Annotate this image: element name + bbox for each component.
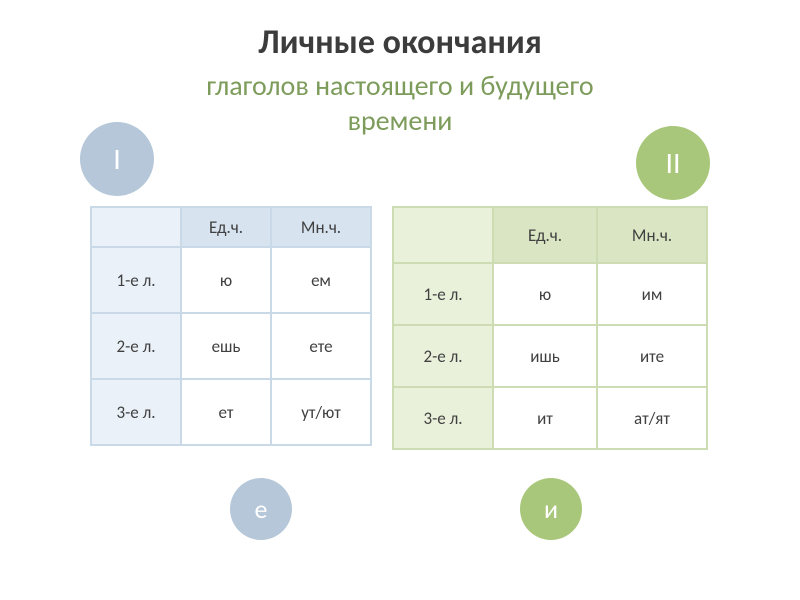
t2-r0c0: 1-е л. (393, 263, 493, 325)
slide-title: Личные окончания (0, 22, 800, 63)
t2-r2c1: ит (493, 387, 597, 449)
t1-header-blank (91, 207, 181, 247)
t2-r0c1: ю (493, 263, 597, 325)
table-row: 2-е л. ешь ете (91, 313, 371, 379)
t1-r1c2: ете (271, 313, 371, 379)
t1-header-sg: Ед.ч. (181, 207, 271, 247)
t1-r0c1: ю (181, 247, 271, 313)
table-row: 1-е л. ю им (393, 263, 707, 325)
t2-r1c1: ишь (493, 325, 597, 387)
t2-r2c0: 3-е л. (393, 387, 493, 449)
table-row: 2-е л. ишь ите (393, 325, 707, 387)
t2-r1c2: ите (597, 325, 707, 387)
badge-conjugation-1: I (80, 122, 154, 196)
subtitle-line-2: времени (348, 103, 453, 138)
t1-r0c2: ем (271, 247, 371, 313)
table-row: 1-е л. ю ем (91, 247, 371, 313)
t2-r1c0: 2-е л. (393, 325, 493, 387)
t2-r0c2: им (597, 263, 707, 325)
badge-conjugation-2: II (636, 126, 710, 200)
conjugation-1-table: Ед.ч. Мн.ч. 1-е л. ю ем 2-е л. ешь ете 3… (90, 206, 372, 446)
t1-r2c2: ут/ют (271, 379, 371, 445)
t2-header-blank (393, 207, 493, 263)
t1-r2c0: 3-е л. (91, 379, 181, 445)
t2-header-sg: Ед.ч. (493, 207, 597, 263)
conjugation-2-table: Ед.ч. Мн.ч. 1-е л. ю им 2-е л. ишь ите 3… (392, 206, 708, 450)
badge-vowel-e: е (230, 478, 292, 540)
table-row: 3-е л. ит ат/ят (393, 387, 707, 449)
subtitle-line-1: глаголов настоящего и будущего (206, 68, 593, 103)
t1-r2c1: ет (181, 379, 271, 445)
t1-r1c1: ешь (181, 313, 271, 379)
badge-vowel-i: и (520, 478, 582, 540)
t1-r1c0: 2-е л. (91, 313, 181, 379)
t2-header-pl: Мн.ч. (597, 207, 707, 263)
t2-r2c2: ат/ят (597, 387, 707, 449)
t1-r0c0: 1-е л. (91, 247, 181, 313)
t1-header-pl: Мн.ч. (271, 207, 371, 247)
table-row: 3-е л. ет ут/ют (91, 379, 371, 445)
